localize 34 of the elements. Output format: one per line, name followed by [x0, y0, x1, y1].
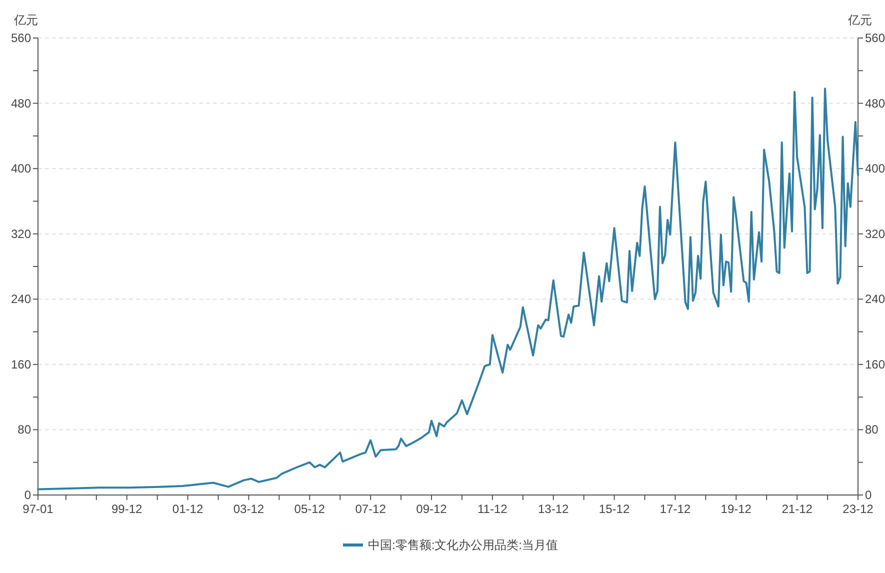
- y2-tick-label: 400: [865, 162, 885, 176]
- y-tick-label: 560: [10, 31, 32, 45]
- legend-label: 中国:零售额:文化办公用品类:当月值: [368, 538, 558, 552]
- y2-tick-label: 240: [865, 292, 885, 306]
- y-tick-label: 0: [24, 488, 32, 502]
- y-tick-label: 240: [10, 292, 32, 306]
- y-tick-label: 160: [10, 357, 32, 372]
- x-tick-label: 03-12: [233, 502, 264, 516]
- y-tick-label: 320: [10, 226, 32, 241]
- x-tick-label: 23-12: [842, 502, 874, 516]
- x-tick-label: 05-12: [294, 502, 326, 516]
- y2-tick-label: 560: [865, 31, 885, 45]
- line-series: [37, 88, 859, 490]
- x-tick-label: 09-12: [416, 502, 448, 516]
- y-tick-label: 400: [10, 162, 32, 176]
- x-tick-label: 97-01: [22, 502, 54, 516]
- x-tick-label: 99-12: [112, 502, 143, 516]
- y2-axis-title: 亿元: [847, 13, 872, 27]
- x-tick-label: 17-12: [660, 502, 691, 516]
- y-tick-label: 480: [10, 96, 32, 110]
- x-tick-label: 21-12: [782, 502, 813, 516]
- y-tick-label: 80: [18, 422, 32, 437]
- x-tick-label: 19-12: [720, 502, 752, 516]
- x-tick-label: 15-12: [598, 502, 630, 516]
- x-tick-label: 13-12: [538, 502, 570, 516]
- y2-tick-label: 0: [865, 488, 872, 502]
- y2-tick-label: 80: [865, 422, 879, 437]
- y2-tick-label: 320: [865, 226, 885, 241]
- y2-tick-label: 480: [865, 96, 885, 110]
- x-tick-label: 11-12: [478, 502, 508, 516]
- y-axis-title: 亿元: [13, 13, 38, 27]
- x-tick-label: 07-12: [355, 502, 386, 516]
- x-tick-label: 01-12: [172, 502, 204, 516]
- y2-tick-label: 160: [865, 357, 885, 372]
